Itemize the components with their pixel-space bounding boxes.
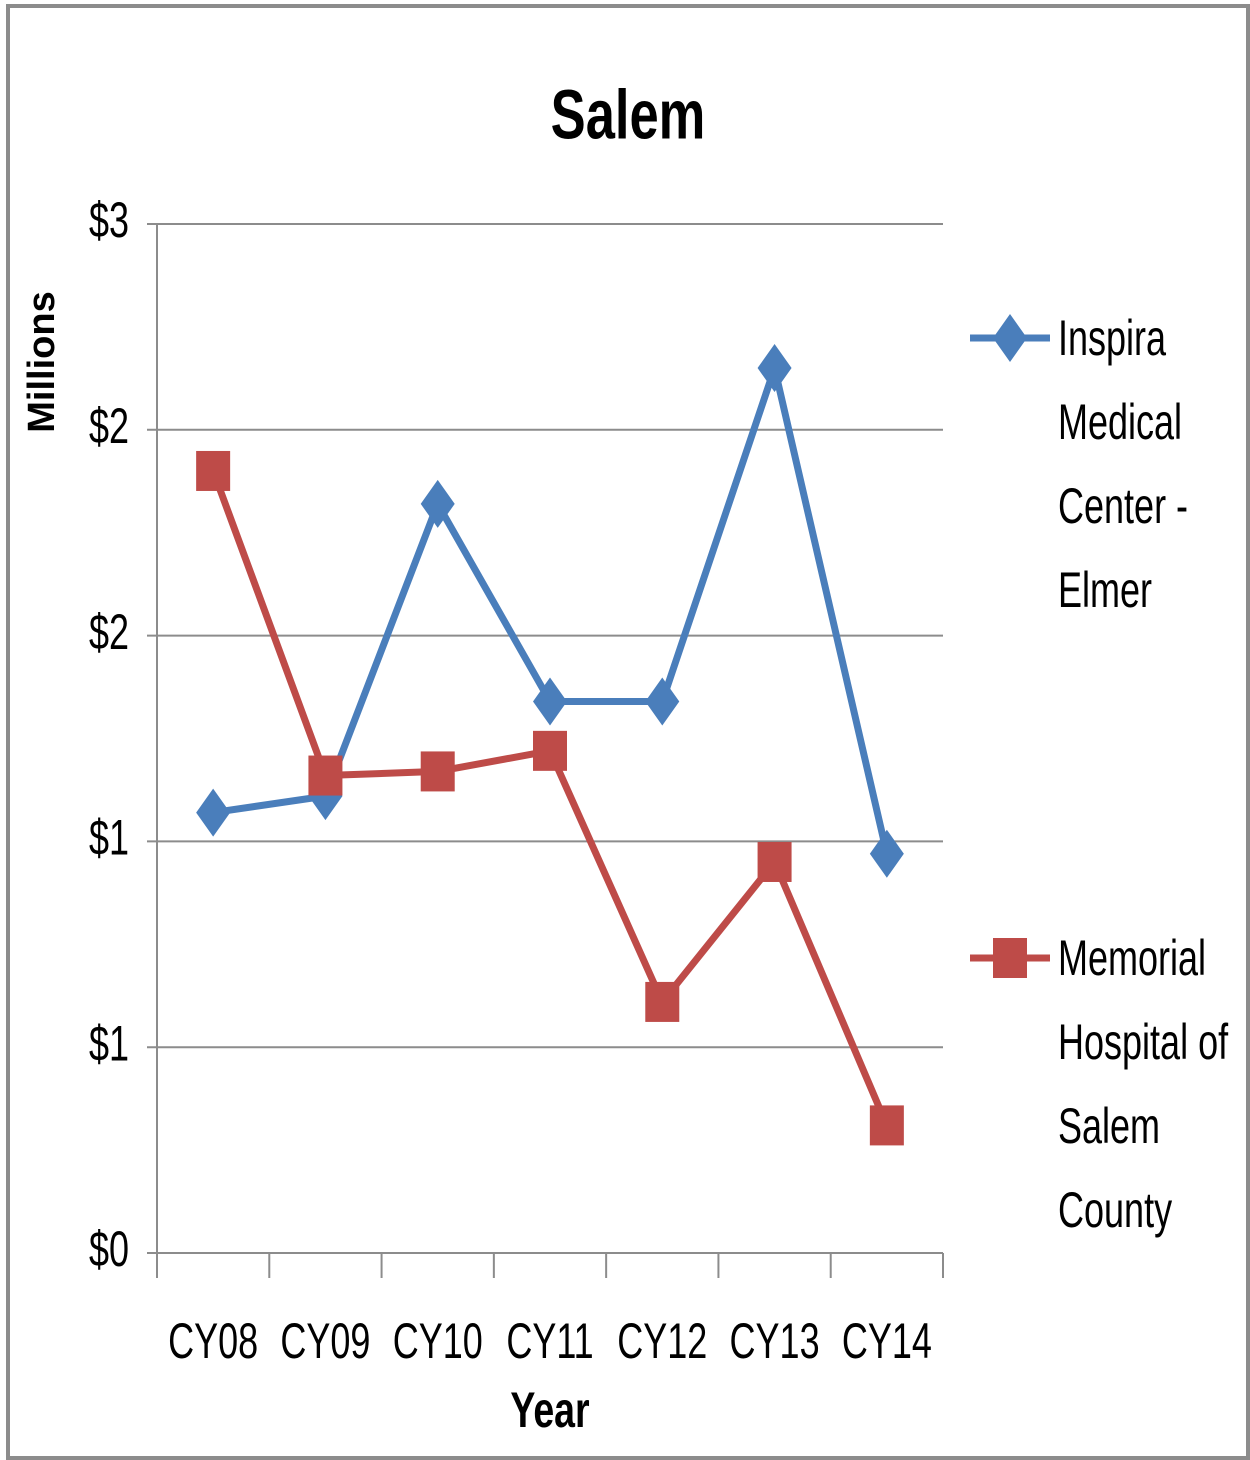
marker: [993, 938, 1027, 978]
marker: [196, 788, 231, 837]
chart-frame: [6, 4, 1250, 1460]
marker: [308, 755, 343, 796]
y-axis-label: Millions: [21, 291, 63, 432]
legend-label: Memorial Hospital of Salem County: [1058, 930, 1229, 1238]
marker: [993, 314, 1027, 362]
x-tick-label: CY10: [393, 1315, 483, 1370]
marker: [757, 841, 792, 882]
y-tick-label: $2: [89, 605, 129, 660]
chart-title: Salem: [551, 76, 706, 154]
marker: [757, 344, 792, 393]
legend-label: Inspira Medical Center - Elmer: [1058, 310, 1189, 618]
marker: [869, 1105, 904, 1146]
x-axis-label: Year: [510, 1383, 589, 1438]
marker: [533, 730, 567, 771]
x-tick-label: CY11: [506, 1315, 593, 1370]
y-tick-label: $2: [89, 399, 129, 454]
marker: [420, 751, 455, 792]
marker: [869, 829, 904, 878]
y-tick-label: $3: [89, 194, 129, 249]
marker: [196, 450, 231, 491]
marker: [645, 677, 680, 726]
marker: [420, 479, 455, 528]
x-tick-label: CY12: [617, 1315, 707, 1370]
y-tick-label: $0: [89, 1223, 129, 1278]
x-tick-label: CY14: [842, 1315, 932, 1370]
y-tick-label: $1: [89, 811, 129, 866]
y-tick-label: $1: [89, 1017, 129, 1072]
marker: [645, 981, 680, 1022]
x-tick-label: CY09: [280, 1315, 370, 1370]
x-tick-label: CY08: [168, 1315, 258, 1370]
marker: [533, 677, 567, 726]
x-tick-label: CY13: [730, 1315, 820, 1370]
